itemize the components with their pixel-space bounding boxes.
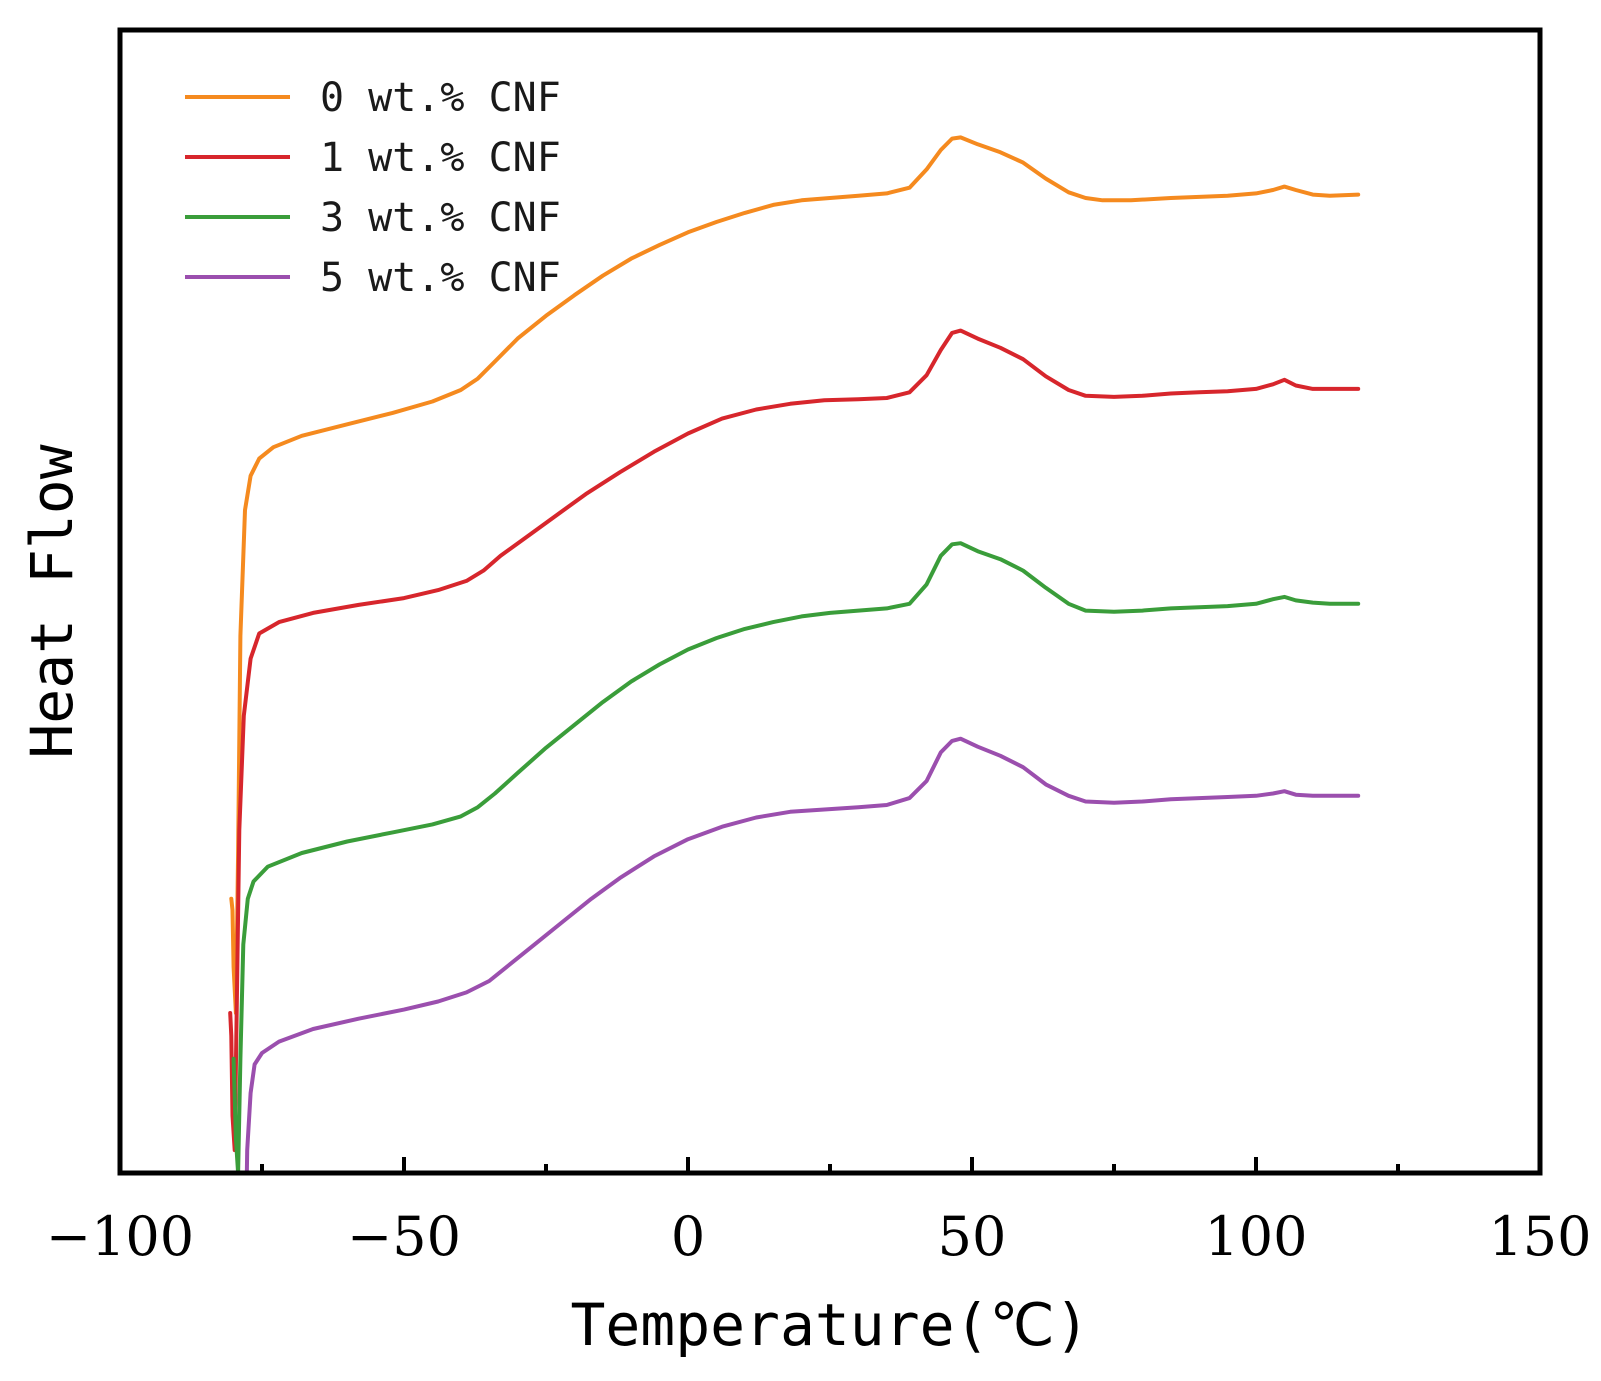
legend-label-2: 3 wt.% CNF <box>320 195 561 241</box>
x-axis-title: Temperature(℃) <box>570 1291 1089 1359</box>
x-tick-label: −100 <box>46 1205 194 1268</box>
x-tick-label: 150 <box>1488 1205 1591 1268</box>
x-tick-label: 100 <box>1204 1205 1307 1268</box>
series-line-3 <box>244 736 1361 1173</box>
x-axis-ticks <box>260 1157 1400 1173</box>
x-tick-label: 50 <box>938 1205 1007 1268</box>
legend-label-3: 5 wt.% CNF <box>320 255 561 301</box>
x-tick-label: 0 <box>671 1205 705 1268</box>
series-line-0 <box>229 135 1361 1015</box>
series-line-1 <box>228 328 1361 1153</box>
legend-label-0: 0 wt.% CNF <box>320 75 561 121</box>
x-tick-label: −50 <box>347 1205 461 1268</box>
series-line-2 <box>231 541 1361 1173</box>
legend: 0 wt.% CNF 1 wt.% CNF 3 wt.% CNF 5 wt.% CNF <box>185 75 561 301</box>
series-layer <box>228 135 1361 1173</box>
legend-label-1: 1 wt.% CNF <box>320 135 561 181</box>
x-axis-tick-labels: −100 −50 0 50 100 150 <box>46 1205 1592 1268</box>
y-axis-title: Heat Flow <box>18 444 86 758</box>
